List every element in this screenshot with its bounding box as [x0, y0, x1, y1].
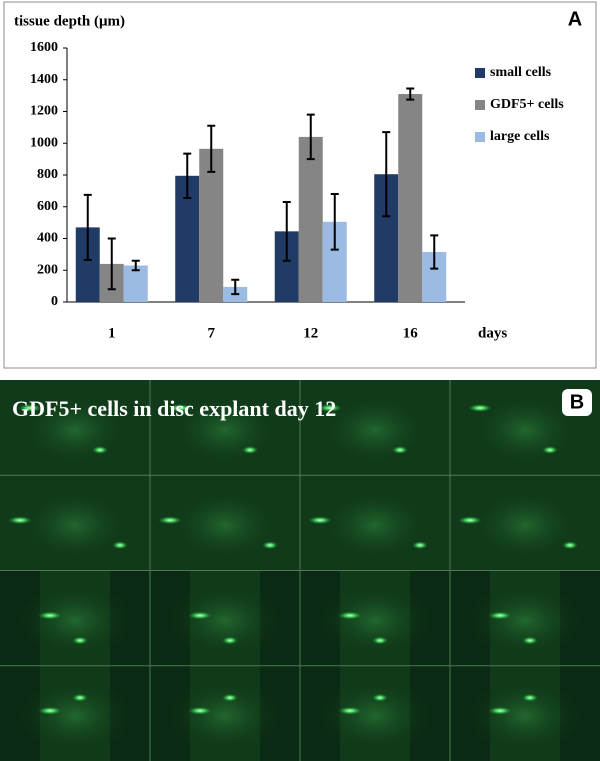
x-tick-label: 1	[108, 325, 116, 341]
cell-spot	[338, 706, 362, 715]
cell-spot	[38, 611, 62, 620]
error-bar	[131, 259, 140, 272]
cell-spot	[488, 706, 512, 715]
cell-spot	[308, 516, 332, 525]
legend-label: GDF5+ cells	[490, 97, 564, 112]
legend-label: small cells	[490, 65, 552, 80]
cell-spot	[412, 541, 428, 550]
cell-spot	[488, 611, 512, 620]
error-bar	[231, 278, 240, 296]
error-bar	[282, 200, 291, 262]
error-bar	[107, 237, 116, 291]
error-bar	[306, 113, 315, 161]
cell-spot	[222, 693, 238, 702]
x-tick-label: 7	[208, 325, 216, 341]
legend-swatch	[475, 132, 485, 142]
cell-spot	[318, 404, 342, 412]
cell-spot	[372, 693, 388, 702]
cell-spot	[392, 446, 408, 454]
bar	[398, 94, 423, 302]
tissue-glow	[315, 485, 435, 566]
error-bar	[406, 87, 415, 101]
cell-spot	[72, 693, 88, 702]
cell-spot	[168, 404, 192, 412]
cell-spot	[188, 706, 212, 715]
panel-label-box	[562, 389, 592, 416]
cell-spot	[522, 636, 538, 645]
cell-spot	[458, 516, 482, 525]
cell-spot	[8, 516, 32, 525]
error-bar	[382, 131, 391, 218]
cell-spot	[112, 541, 128, 550]
cell-spot	[188, 611, 212, 620]
cell-spot	[522, 693, 538, 702]
cell-spot	[242, 446, 258, 454]
error-bar	[430, 234, 439, 270]
error-bar	[207, 124, 216, 173]
error-bar	[183, 152, 192, 200]
x-tick-label: 12	[303, 325, 318, 341]
y-axis-title: tissue depth (μm)	[14, 13, 125, 29]
cell-spot	[542, 446, 558, 454]
y-tick-label: 600	[37, 199, 58, 214]
cell-spot	[562, 541, 578, 550]
legend-swatch	[475, 100, 485, 110]
cell-spot	[158, 516, 182, 525]
y-tick-label: 400	[37, 231, 58, 246]
cell-spot	[18, 404, 42, 412]
cell-spot	[372, 636, 388, 645]
panel-label: A	[568, 8, 582, 30]
tissue-glow	[15, 675, 135, 756]
plot: 0 200 400 600 800 1000 1200 1400 1600 1 7 12 16 small…	[30, 40, 564, 341]
panel-label: B	[570, 391, 584, 413]
y-tick-label: 1200	[30, 104, 58, 119]
image-caption: GDF5+ cells in disc explant day 12	[12, 396, 336, 421]
y-tick-label: 1600	[30, 40, 58, 55]
error-bar	[330, 193, 339, 251]
cell-spot	[72, 636, 88, 645]
y-tick-label: 1000	[30, 135, 58, 150]
cell-spot	[338, 611, 362, 620]
tissue-glow	[165, 485, 285, 566]
x-axis-title: days	[478, 325, 507, 341]
cell-spot	[468, 404, 492, 412]
x-tick-label: 16	[403, 325, 419, 341]
bar	[298, 136, 323, 302]
tissue-glow	[315, 580, 435, 661]
cell-spot	[38, 706, 62, 715]
image-panel	[0, 380, 600, 761]
cell-spot	[92, 446, 108, 454]
tissue-glow	[165, 580, 285, 661]
tissue-glow	[465, 580, 585, 661]
tissue-glow	[465, 675, 585, 756]
tissue-glow	[165, 675, 285, 756]
y-tick-label: 0	[51, 294, 58, 309]
cell-spot	[222, 636, 238, 645]
bar	[123, 265, 148, 302]
legend-swatch	[475, 68, 485, 78]
tissue-glow	[15, 580, 135, 661]
tissue-glow	[465, 485, 585, 566]
cell-spot	[262, 541, 278, 550]
y-tick-label: 800	[37, 167, 58, 182]
error-bar	[83, 193, 92, 261]
tissue-glow	[15, 485, 135, 566]
y-tick-label: 200	[37, 262, 58, 277]
tissue-glow	[315, 675, 435, 756]
y-tick-label: 1400	[30, 72, 58, 87]
bar	[199, 148, 224, 302]
legend-label: large cells	[490, 129, 550, 144]
